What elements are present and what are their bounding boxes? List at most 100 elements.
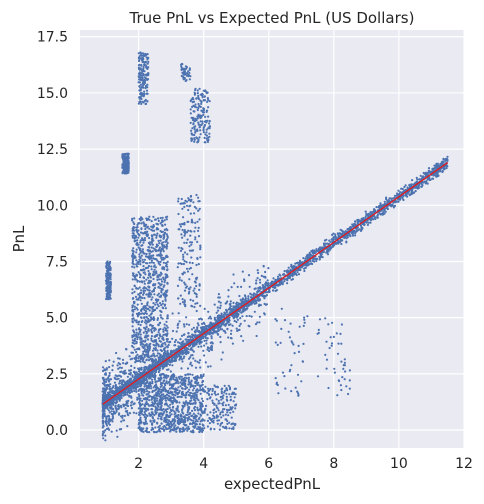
scatter-point	[131, 297, 134, 300]
scatter-point	[144, 102, 147, 105]
scatter-point	[131, 260, 134, 263]
scatter-point	[117, 403, 120, 407]
scatter-point	[227, 336, 230, 339]
scatter-point	[157, 324, 160, 327]
scatter-point	[146, 262, 149, 265]
scatter-point	[142, 352, 145, 355]
scatter-point	[230, 286, 233, 289]
scatter-point	[409, 184, 412, 187]
scatter-point	[123, 164, 126, 167]
scatter-point	[250, 296, 253, 299]
scatter-point	[127, 157, 130, 160]
scatter-point	[434, 172, 437, 175]
scatter-point	[174, 358, 177, 361]
scatter-point	[386, 201, 390, 204]
scatter-point	[164, 223, 167, 226]
scatter-point	[180, 367, 183, 370]
scatter-point	[131, 325, 134, 328]
scatter-point	[286, 277, 289, 280]
scatter-point	[139, 241, 142, 244]
scatter-point	[186, 72, 189, 75]
scatter-point	[264, 276, 267, 279]
scatter-point	[201, 326, 204, 329]
scatter-point	[159, 340, 163, 343]
scatter-point	[185, 316, 188, 319]
scatter-point	[433, 164, 436, 167]
scatter-point	[296, 261, 299, 264]
scatter-point	[354, 234, 357, 237]
scatter-point	[139, 274, 142, 277]
scatter-point	[109, 282, 112, 285]
scatter-point	[102, 376, 105, 379]
scatter-point	[404, 184, 407, 187]
scatter-point	[248, 314, 251, 318]
scatter-point	[143, 237, 146, 240]
scatter-point	[198, 361, 201, 364]
scatter-point	[194, 331, 197, 334]
scatter-point	[131, 334, 134, 337]
scatter-point	[369, 219, 372, 222]
scatter-point	[370, 211, 373, 214]
scatter-point	[165, 239, 168, 242]
scatter-point	[248, 285, 251, 288]
scatter-point	[159, 222, 162, 225]
scatter-point	[159, 302, 162, 305]
scatter-point	[131, 321, 134, 324]
scatter-point	[143, 366, 146, 369]
scatter-point	[145, 354, 148, 357]
scatter-point	[190, 129, 193, 132]
scatter-point	[190, 354, 193, 357]
scatter-point	[387, 199, 390, 202]
scatter-point	[145, 67, 149, 70]
scatter-point	[104, 434, 107, 437]
scatter-point	[137, 287, 140, 290]
scatter-point	[129, 377, 132, 380]
scatter-point	[388, 197, 391, 200]
scatter-point	[194, 334, 197, 337]
scatter-point	[315, 259, 318, 263]
scatter-point	[143, 385, 146, 388]
scatter-point	[104, 387, 107, 390]
scatter-point	[367, 212, 370, 215]
scatter-point	[134, 374, 137, 377]
scatter-point	[106, 406, 109, 410]
scatter-point	[397, 198, 401, 201]
scatter-point	[194, 359, 197, 362]
scatter-point	[114, 401, 117, 404]
scatter-point	[143, 282, 146, 285]
scatter-point	[189, 361, 192, 364]
scatter-point	[108, 394, 112, 397]
scatter-point	[147, 269, 150, 273]
scatter-point	[139, 336, 142, 339]
scatter-point	[154, 348, 157, 352]
scatter-point	[113, 381, 117, 384]
scatter-point	[214, 318, 217, 321]
scatter-point	[152, 254, 155, 257]
scatter-point	[165, 254, 168, 257]
scatter-point	[142, 340, 145, 343]
scatter-point	[164, 350, 167, 353]
scatter-point	[131, 217, 134, 220]
scatter-point	[139, 299, 142, 302]
scatter-point	[165, 352, 169, 355]
scatter-point	[144, 327, 147, 330]
scatter-point	[425, 174, 428, 177]
scatter-point	[157, 370, 160, 374]
scatter-point	[180, 65, 183, 68]
scatter-point	[313, 252, 316, 255]
scatter-point	[206, 348, 209, 351]
scatter-point	[150, 335, 153, 338]
scatter-point	[105, 295, 108, 298]
scatter-point	[160, 249, 163, 252]
scatter-point	[135, 287, 138, 290]
scatter-point	[184, 65, 187, 68]
scatter-point	[160, 291, 163, 294]
scatter-point	[176, 341, 180, 344]
scatter-point	[194, 103, 197, 106]
scatter-point	[291, 266, 294, 269]
scatter-point	[143, 361, 146, 364]
scatter-point	[245, 315, 248, 318]
scatter-point	[173, 351, 176, 354]
scatter-point	[415, 186, 418, 189]
